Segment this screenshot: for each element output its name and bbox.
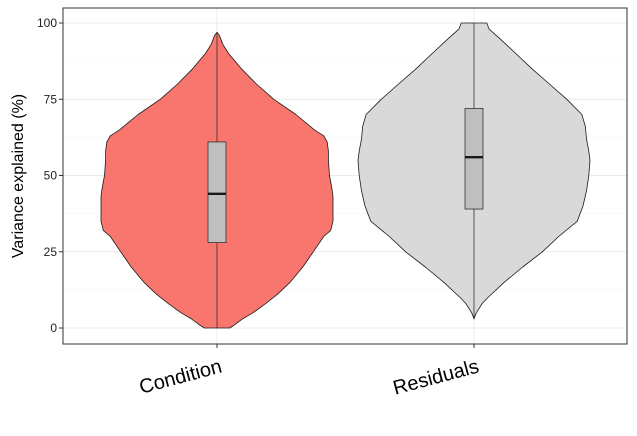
box-iqr — [464, 108, 484, 210]
boxplots — [207, 23, 484, 328]
y-tick-label: 100 — [37, 16, 57, 30]
box-iqr — [207, 141, 227, 243]
y-axis: 0 25 50 75 100 — [37, 16, 63, 335]
y-tick-label: 0 — [50, 321, 57, 335]
x-tick-label: Residuals — [391, 356, 482, 400]
x-axis: Condition Residuals — [137, 344, 481, 400]
y-tick-label: 75 — [44, 92, 58, 106]
y-tick-label: 25 — [44, 245, 58, 259]
y-axis-title: Variance explained (%) — [10, 94, 27, 258]
y-tick-label: 50 — [44, 169, 58, 183]
x-tick-label: Condition — [137, 356, 224, 399]
